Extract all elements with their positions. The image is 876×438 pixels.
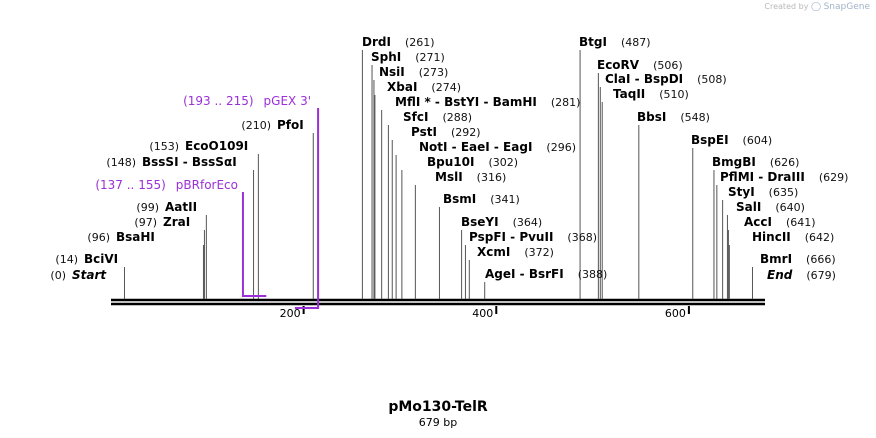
site-pos-clai: (508)	[697, 73, 727, 86]
site-pos-styi: (635)	[769, 186, 799, 199]
site-name-noti: NotI - EaeI - EagI	[419, 140, 532, 154]
site-name-xbai: XbaI	[387, 80, 417, 94]
site-pos-bbsi: (548)	[680, 111, 710, 124]
primer-range-pbrforeco: (137 .. 155)	[95, 178, 165, 192]
primer-arrow-pbrforeco	[241, 192, 267, 297]
site-name-end: End	[767, 268, 793, 282]
site-pos-bcivi: (14)	[55, 253, 78, 266]
primers: pBRforEco (137 .. 155) pGEX 3' (193 .. 215)	[95, 94, 320, 309]
site-name-styi: StyI	[728, 185, 755, 199]
site-leaders	[123, 50, 753, 299]
site-name-aatii: AatII	[165, 200, 197, 214]
site-name-drdi: DrdI	[362, 35, 391, 49]
primer-arrow-pgex3	[294, 108, 320, 309]
site-pos-agei: (388)	[578, 268, 608, 281]
site-name-xcmi: XcmI	[477, 245, 510, 259]
site-name-clai: ClaI - BspDI	[605, 72, 683, 86]
site-name-zrai: ZraI	[163, 215, 190, 229]
watermark-created-by: Created by	[764, 2, 809, 11]
site-pos-acci: (641)	[786, 216, 816, 229]
site-pos-pfoi: (210)	[241, 119, 271, 132]
site-name-bpu10i: Bpu10I	[427, 155, 474, 169]
site-name-sfci: SfcI	[403, 110, 428, 124]
site-pos-bsahi: (96)	[87, 231, 110, 244]
site-name-eco0109i: EcoO109I	[185, 139, 248, 153]
site-pos-bspei: (604)	[743, 134, 773, 147]
site-name-ecorv: EcoRV	[597, 58, 640, 72]
primer-name-pbrforeco: pBRforEco	[176, 178, 238, 192]
site-name-hincii: HincII	[752, 230, 791, 244]
site-name-bseyi: BseYI	[461, 215, 499, 229]
site-pos-sfci: (288)	[442, 111, 472, 124]
site-pos-eco0109i: (153)	[149, 140, 179, 153]
site-name-psti: PstI	[411, 125, 437, 139]
site-name-bbsi: BbsI	[637, 110, 666, 124]
site-name-pflmi: PflMI - DraIII	[720, 170, 805, 184]
site-name-bcivi: BciVI	[84, 252, 118, 266]
site-pos-psti: (292)	[451, 126, 481, 139]
site-pos-zrai: (97)	[134, 216, 157, 229]
axis-tick-label: 600	[665, 307, 686, 320]
watermark-brand: SnapGene	[823, 2, 870, 12]
axis-tick-label: 200	[280, 307, 301, 320]
site-name-sali: SalI	[736, 200, 761, 214]
axis-ticks: 200 400 600	[280, 306, 690, 320]
site-pos-bseyi: (364)	[513, 216, 543, 229]
site-pos-bmgbi: (626)	[770, 156, 800, 169]
site-name-sphi: SphI	[371, 50, 401, 64]
site-pos-nsii: (273)	[419, 66, 449, 79]
plasmid-name: pMo130-TelR	[388, 399, 488, 415]
axis-tick-label: 400	[472, 307, 493, 320]
site-name-mfli: MflI * - BstYI - BamHI	[395, 95, 537, 109]
site-name-nsii: NsiI	[379, 65, 405, 79]
site-name-pfoi: PfoI	[277, 118, 304, 132]
site-name-acci: AccI	[744, 215, 772, 229]
site-pos-sali: (640)	[775, 201, 805, 214]
title-block: pMo130-TelR 679 bp	[0, 399, 876, 429]
site-name-msli: MslI	[435, 170, 463, 184]
primer-name-pgex3: pGEX 3'	[264, 94, 311, 108]
site-name-taqii: TaqII	[613, 87, 645, 101]
site-name-agei: AgeI - BsrFI	[485, 267, 564, 281]
site-pos-btgi: (487)	[621, 36, 651, 49]
site-pos-end: (679)	[806, 269, 836, 282]
site-pos-mfli: (281)	[551, 96, 581, 109]
site-pos-pflmi: (629)	[819, 171, 849, 184]
site-name-bspei: BspEI	[691, 133, 729, 147]
plasmid-size: 679 bp	[418, 416, 458, 429]
site-name-btgi: BtgI	[579, 35, 607, 49]
site-name-bmgbi: BmgBI	[712, 155, 756, 169]
site-pos-noti: (296)	[546, 141, 576, 154]
site-labels: Start(0)BciVI(14)BsaHI(96)ZraI(97)AatII(…	[50, 35, 848, 282]
site-pos-drdi: (261)	[405, 36, 435, 49]
site-pos-msli: (316)	[477, 171, 507, 184]
site-pos-xcmi: (372)	[524, 246, 554, 259]
site-pos-xbai: (274)	[431, 81, 461, 94]
snapgene-watermark: Created by ◯ SnapGene	[764, 2, 870, 12]
site-pos-start: (0)	[50, 269, 66, 282]
site-name-bsssi: BssSI - BssSαI	[142, 155, 237, 169]
site-name-bsmi: BsmI	[443, 192, 476, 206]
site-pos-bsmi: (341)	[490, 193, 520, 206]
site-pos-bpu10i: (302)	[488, 156, 518, 169]
site-pos-bmri: (666)	[806, 253, 836, 266]
site-pos-pspfi: (368)	[567, 231, 597, 244]
site-pos-ecorv: (506)	[653, 59, 683, 72]
primer-range-pgex3: (193 .. 215)	[183, 94, 253, 108]
site-pos-sphi: (271)	[415, 51, 445, 64]
site-pos-bsssi: (148)	[106, 156, 136, 169]
site-pos-taqii: (510)	[659, 88, 689, 101]
backbone	[111, 298, 765, 306]
site-name-bsahi: BsaHI	[116, 230, 155, 244]
site-name-start: Start	[72, 268, 107, 282]
snapgene-logo-icon: ◯	[810, 2, 822, 12]
site-pos-aatii: (99)	[136, 201, 159, 214]
site-name-bmri: BmrI	[760, 252, 792, 266]
site-name-pspfi: PspFI - PvuII	[469, 230, 553, 244]
site-pos-hincii: (642)	[805, 231, 835, 244]
